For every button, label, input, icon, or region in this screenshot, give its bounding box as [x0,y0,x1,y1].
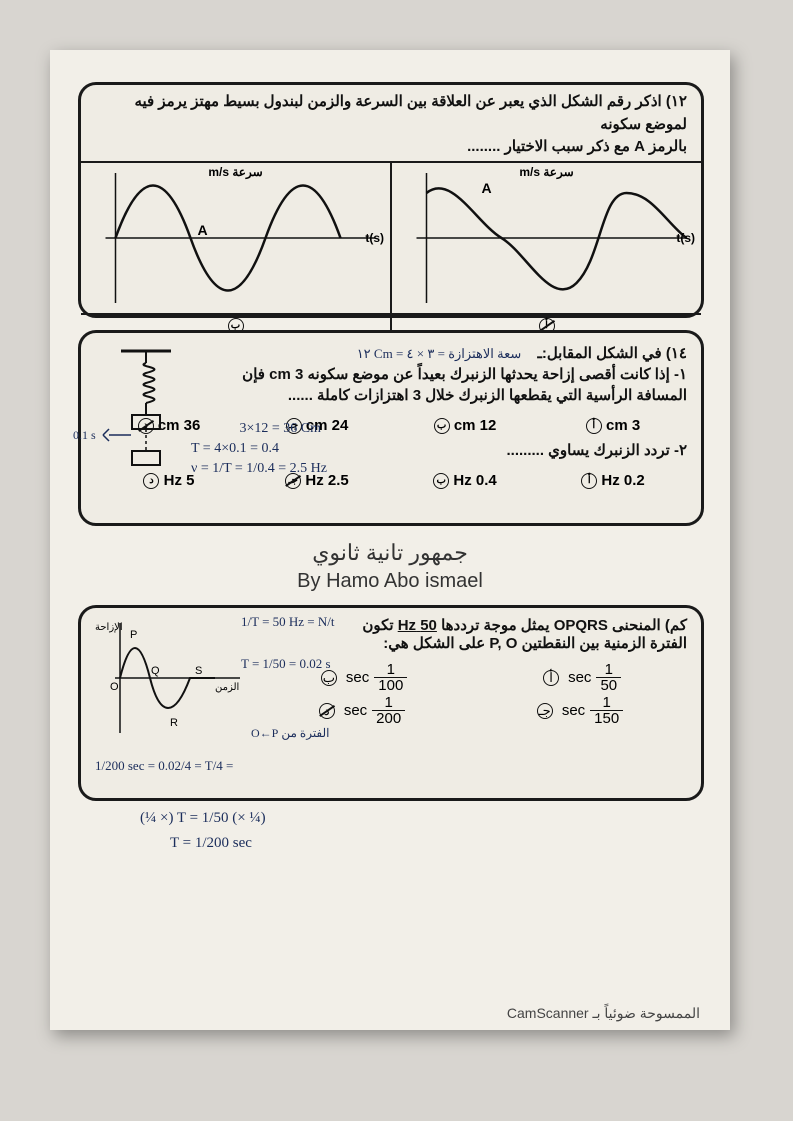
svg-text:S: S [195,665,202,677]
q14-handcalc2b: ν = 1/T = 1/0.4 = 2.5 Hz [191,461,327,477]
mid-title-ar: جمهور تانية ثانوي [50,540,730,566]
q15-below1: (¼ ×) T = 1/50 (× ¼) [140,810,266,827]
mid-title-en: By Hamo Abo ismael [50,570,730,593]
q12-prompt: ١٢) اذكر رقم الشكل الذي يعبر عن العلاقة … [81,85,701,161]
q12-right-wave-svg: A [392,163,701,313]
q14-handcalc1: 3×12 = 36 Cm [239,421,321,437]
svg-text:R: R [170,717,178,729]
q12-graph-left: m/s سرعة t(s) A [81,163,392,313]
scanner-footer: الممسوحة ضوئياً بـ CamScanner [507,1005,700,1022]
q12-left-A: A [198,222,208,238]
q15-hand-between: الفترة من O←P [251,726,330,741]
q12-left-xlabel: t(s) [365,231,384,245]
q14-o2b: 0.4 Hz ب [391,472,539,489]
svg-text:Q: Q [151,665,160,677]
question-14-box: 0.1 s ١٤) في الشكل المقابل:ـ سعة الاهتزا… [78,330,704,526]
question-12-box: ١٢) اذكر رقم الشكل الذي يعبر عن العلاقة … [78,82,704,318]
q14-handcalc2a: T = 4×0.1 = 0.4 [191,441,279,457]
q14-o1b: 12 cm ب [391,417,539,434]
q12-right-xlabel: t(s) [676,231,695,245]
q12-right-ylabel: m/s سرعة [519,165,573,179]
q15-xlabel: الزمن [215,682,239,693]
page-sheet: ١٢) اذكر رقم الشكل الذي يعبر عن العلاقة … [50,50,730,1030]
q12-graph-right: m/s سرعة t(s) A [392,163,701,313]
q12-prompt-line2: بالرمز A مع ذكر سبب الاختيار ........ [95,136,687,159]
q15-opt-c: 1150 sec جـ [533,695,623,726]
question-15-box: O P Q R S الإزاحة الزمن 1/T = 50 Hz = N/… [78,605,704,801]
q14-o1a: 3 cm أ [539,417,687,434]
q12-graphs-row: m/s سرعة t(s) A m/s سرعة t(s) A [81,161,701,313]
svg-text:P: P [130,629,137,641]
q15-wave-svg: O P Q R S الإزاحة الزمن [95,618,245,738]
svg-text:O: O [110,681,119,693]
q15-hand-T: T = 1/50 = 0.02 s [241,656,331,672]
q14-o2a: 0.2 Hz أ [539,472,687,489]
q15-ylabel: الإزاحة [95,622,123,633]
q14-header-hand: سعة الاهتزازة = ٣ × ٤ = Cm ١٢ [357,346,522,361]
q15-below2: T = 1/200 sec [170,835,252,852]
spring-time-label: 0.1 s [73,428,96,443]
q15-hand-top: 1/T = 50 Hz = N/t [241,614,335,630]
q15-opt-d: 1200 sec د [315,695,405,726]
q12-right-A: A [482,180,492,196]
q15-line2: الفترة الزمنية بين النقطتين P, O على الش… [241,634,687,652]
spring-diagram [101,343,191,483]
q12-prompt-line1: ١٢) اذكر رقم الشكل الذي يعبر عن العلاقة … [95,91,687,136]
q15-hand-bottom: 1/200 sec = 0.02/4 = T/4 = [95,758,233,774]
q12-left-wave-svg: A [81,163,390,313]
q15-opt-a: 150 sec أ [539,662,621,693]
q12-left-ylabel: m/s سرعة [208,165,262,179]
